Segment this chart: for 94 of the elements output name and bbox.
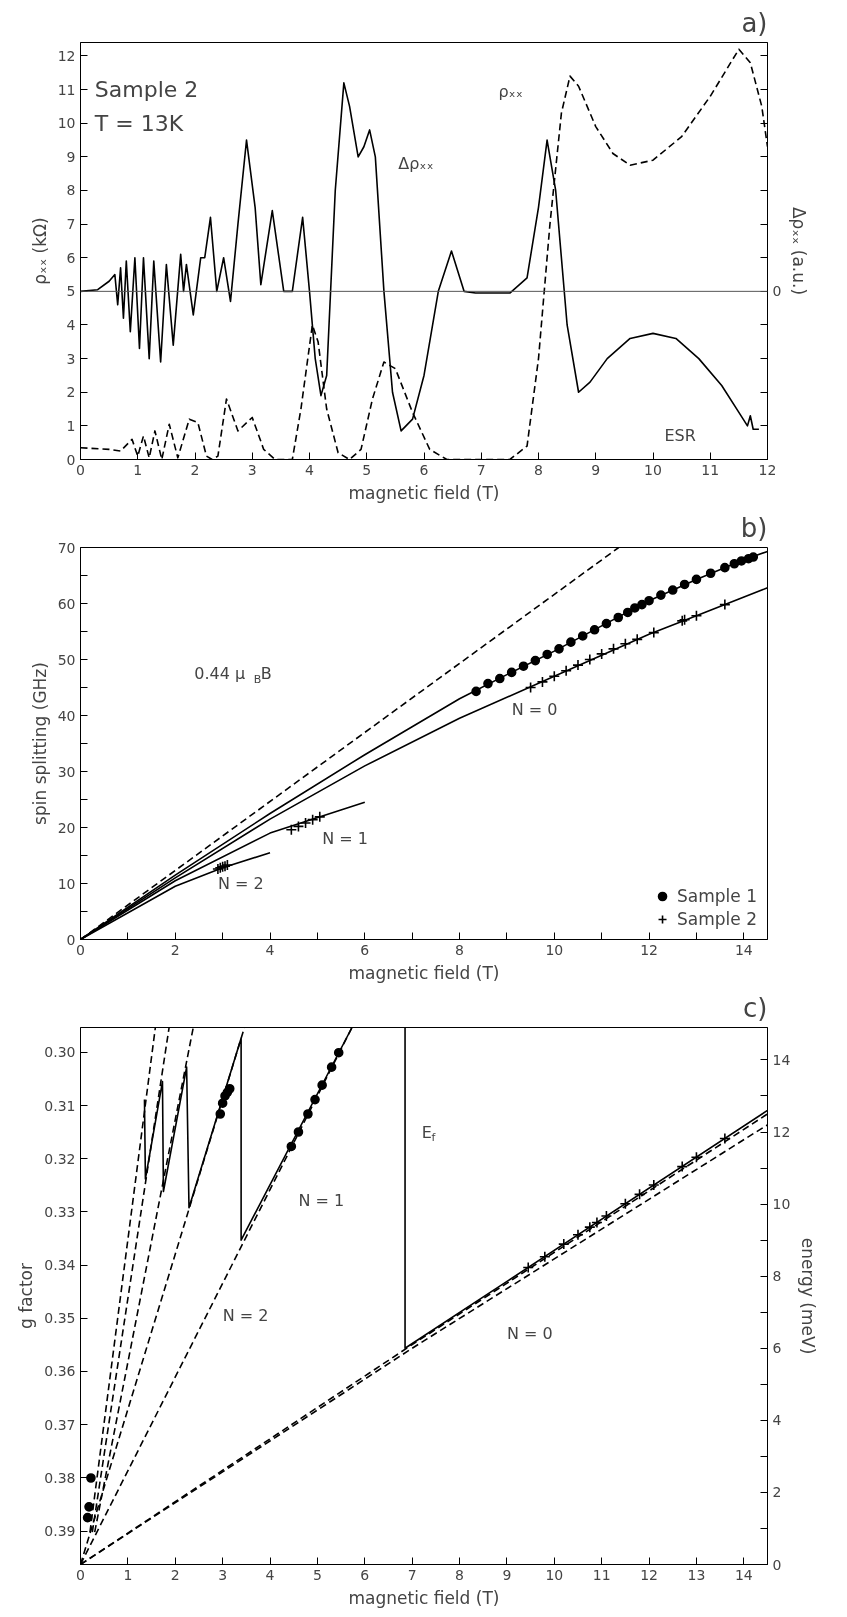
x-tick-label: 1 (133, 461, 143, 478)
annotation: N = 1 (322, 829, 368, 849)
annotation: Sample 2 (94, 77, 199, 103)
legend-label: Sample 1 (677, 886, 757, 906)
y-tick-label: 5 (66, 283, 76, 300)
y2-tick-label: 10 (772, 1196, 791, 1213)
y-tick-label: 12 (57, 47, 76, 64)
annotation: N = 1 (298, 1190, 345, 1210)
x-tick-label: 6 (419, 461, 429, 478)
x-tick-label: 13 (687, 1566, 706, 1583)
y-tick-label: 0.37 (44, 1416, 76, 1433)
y-tick-label: 10 (57, 875, 76, 892)
x-tick-label: 7 (476, 461, 486, 478)
x-tick-label: 11 (592, 1566, 611, 1583)
annotation: ρₓₓ (498, 81, 523, 101)
annotation: T = 13K (93, 110, 184, 136)
y-tick-label: 60 (57, 595, 76, 612)
y2-tick-label: 2 (772, 1484, 782, 1501)
x-axis-title: magnetic field (T) (348, 1587, 500, 1608)
y-tick-label: 0.36 (44, 1363, 76, 1380)
y2-tick-label: 4 (772, 1412, 782, 1429)
x-tick-label: 5 (362, 461, 372, 478)
y-tick-label: 10 (57, 115, 76, 132)
y-tick-label: 1 (66, 417, 76, 434)
x-tick-label: 10 (644, 461, 662, 478)
x-tick-label: 10 (545, 1566, 564, 1583)
x-tick-label: 1 (123, 1566, 133, 1583)
y-tick-label: 0.30 (44, 1044, 76, 1061)
x-tick-label: 11 (701, 461, 720, 478)
y2-tick-label: 8 (772, 1268, 782, 1285)
x-tick-label: 5 (312, 1566, 322, 1583)
y-tick-label: 0.34 (44, 1257, 76, 1274)
y2-tick-label: 12 (772, 1124, 791, 1141)
y-tick-label: 0.32 (44, 1150, 76, 1167)
y-tick-label: 0.35 (44, 1310, 76, 1327)
y-tick-label: 0.39 (44, 1523, 76, 1539)
text: 0 (772, 283, 782, 300)
x-tick-label: 2 (170, 1566, 180, 1583)
x-tick-label: 14 (734, 941, 753, 958)
x-tick-label: 14 (734, 1566, 753, 1583)
y-tick-label: 70 (57, 539, 76, 556)
x-tick-label: 12 (640, 941, 658, 958)
x-tick-label: 8 (534, 461, 543, 478)
annotation: ESR (664, 426, 696, 446)
y-axis-title: g factor (16, 1262, 37, 1329)
x-tick-label: 7 (407, 1566, 417, 1583)
y-tick-label: 50 (57, 651, 76, 668)
y-axis-title: spin splitting (GHz) (29, 662, 50, 825)
annotation: Δρₓₓ (398, 154, 434, 174)
y2-axis-title: Δρₓₓ (a.u.) (789, 206, 810, 296)
x-tick-label: 2 (170, 941, 180, 958)
y-tick-label: 8 (66, 182, 76, 199)
x-tick-label: 4 (305, 461, 315, 478)
y-tick-label: 40 (57, 707, 76, 724)
x-tick-label: 9 (502, 1566, 512, 1583)
y-tick-label: 7 (66, 216, 76, 233)
chart-title: a) (741, 7, 768, 38)
y-tick-label: 30 (57, 763, 76, 780)
y-tick-label: 3 (66, 350, 76, 367)
y-tick-label: 20 (57, 819, 76, 836)
x-tick-label: 8 (455, 1566, 464, 1583)
x-axis-title: magnetic field (T) (348, 962, 500, 983)
y2-axis-title: energy (meV) (798, 1237, 819, 1355)
chart-title: b) (740, 512, 768, 543)
x-tick-label: 3 (247, 461, 257, 478)
x-tick-label: 9 (591, 461, 601, 478)
y-tick-label: 6 (66, 249, 76, 266)
x-tick-label: 4 (265, 1566, 275, 1583)
y2-tick-label: 6 (772, 1340, 782, 1357)
y-tick-label: 4 (66, 316, 76, 333)
x-tick-label: 12 (640, 1566, 658, 1583)
x-tick-label: 4 (265, 941, 275, 958)
x-tick-label: 10 (545, 941, 564, 958)
x-tick-label: 6 (360, 941, 370, 958)
y2-tick-label: 14 (772, 1051, 791, 1068)
y-tick-label: 0.31 (44, 1097, 76, 1114)
x-tick-label: 2 (190, 461, 200, 478)
y-tick-label: 0.38 (44, 1469, 76, 1486)
annotation: N = 0 (506, 1324, 553, 1344)
chart-title: c) (743, 992, 768, 1023)
x-tick-label: 6 (360, 1566, 370, 1583)
annotation: N = 2 (217, 874, 264, 893)
y-axis-title: ρₓₓ (kΩ) (29, 217, 50, 285)
y-tick-label: 9 (66, 148, 76, 165)
y-tick-label: 11 (57, 81, 76, 98)
legend-label: Sample 2 (677, 909, 757, 929)
x-tick-label: 12 (758, 461, 777, 478)
y-tick-label: 0.33 (44, 1203, 76, 1220)
y-tick-label: 2 (66, 384, 76, 401)
annotation: N = 2 (222, 1306, 269, 1326)
x-tick-label: 3 (218, 1566, 228, 1583)
x-tick-label: 8 (455, 941, 464, 958)
annotation: N = 0 (511, 700, 558, 720)
x-axis-title: magnetic field (T) (348, 482, 500, 503)
